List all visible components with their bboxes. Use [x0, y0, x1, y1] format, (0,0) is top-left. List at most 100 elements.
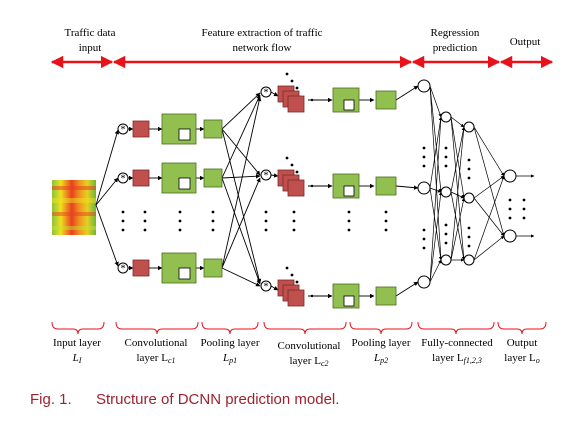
conv2-stack-1: [277, 85, 305, 113]
fc-node-1-1: [440, 186, 452, 198]
regression-label-1: Regression: [431, 27, 480, 39]
link-op2b-conv2: [270, 173, 279, 178]
ellipsis-dot-13-1: [467, 235, 471, 239]
ellipsis-dot-0-0: [121, 210, 125, 214]
ellipsis-dot-10-1: [444, 155, 448, 159]
conv2-layer-name: Convolutional: [278, 340, 341, 352]
conv-op2-1: *: [260, 86, 272, 99]
ellipsis-dot-11-1: [444, 232, 448, 236]
ellipsis-dot-13-0: [467, 226, 471, 230]
connections: [95, 85, 419, 299]
pool1-layer-sym: Lp1: [222, 352, 237, 365]
ellipsis-dot-9-0: [422, 228, 426, 232]
ellipsis-dot-6-2: [347, 228, 351, 232]
ellipsis-dot-15-2: [522, 216, 526, 220]
fc-edge: [450, 116, 465, 128]
brace-7: [497, 321, 547, 335]
ellipsis-dot-14-0: [508, 198, 512, 202]
trail-dot-2: [310, 294, 314, 298]
fc-edge: [429, 116, 443, 189]
fc-node-1-2: [440, 254, 452, 266]
conv2-layer-sym: layer Lc2: [289, 355, 328, 368]
pool1-window-2: [178, 177, 191, 190]
heatmap-band-1: [52, 186, 96, 190]
traffic-input-label-1: Traffic data: [64, 27, 115, 39]
fc-node-2-2: [463, 254, 475, 266]
fc-node-3-1: [503, 229, 517, 243]
figure-caption: Fig. 1. Structure of DCNN prediction mod…: [30, 391, 339, 408]
stack-dot-2: [295, 86, 299, 90]
stack-dot-8: [295, 280, 299, 284]
svg-text:*: *: [264, 171, 269, 182]
ellipsis-dot-4-0: [264, 210, 268, 214]
pool1-small-1: [203, 119, 223, 139]
link-pool2-fc-3: [395, 281, 419, 297]
conv1-layer-sym: layer Lc1: [136, 352, 175, 365]
svg-text:*: *: [264, 88, 269, 99]
output-header-label: Output: [510, 36, 541, 48]
brace-5: [349, 321, 413, 335]
conv-op-1: *: [117, 123, 129, 136]
fc-edge: [429, 187, 443, 261]
pool2-small-1: [375, 90, 397, 110]
conv2-maps: [277, 85, 305, 307]
ellipsis-dot-12-0: [467, 158, 471, 162]
link-pool2-fc-2: [395, 185, 419, 190]
link-input-op1: [95, 129, 120, 206]
brace-6: [417, 321, 495, 335]
fc-edge: [473, 126, 505, 237]
ellipsis-dot-7-2: [384, 228, 388, 232]
pool2-window-3: [343, 295, 355, 307]
conv-operators-1: * * *: [117, 123, 129, 275]
input-heatmap: [52, 180, 96, 235]
ellipsis-dot-4-2: [264, 228, 268, 232]
fc-edge: [429, 85, 442, 118]
fc-edge: [473, 175, 505, 261]
ellipsis-dot-7-1: [384, 219, 388, 223]
fc-node-3-0: [503, 169, 517, 183]
fc-node-2-0: [463, 121, 475, 133]
input-layer-name: Input layer: [53, 337, 101, 349]
conv2-stack-3: [277, 279, 305, 307]
ellipsis-dot-3-2: [211, 228, 215, 232]
stack-dot-3: [285, 156, 289, 160]
regression-label-2: prediction: [433, 42, 478, 54]
conv1-map-3: [132, 259, 150, 277]
ellipsis-dots: [121, 72, 526, 298]
pool1-maps: [161, 113, 223, 284]
heatmap-band-2: [52, 198, 96, 203]
fc-node-0-1: [417, 181, 431, 195]
ellipsis-dot-9-2: [422, 246, 426, 250]
link-op2c-conv2: [270, 285, 279, 291]
ellipsis-dot-15-1: [522, 207, 526, 211]
output-layer-name: Output: [507, 337, 538, 349]
ellipsis-dot-8-2: [422, 164, 426, 168]
ellipsis-dot-9-1: [422, 237, 426, 241]
conv2-stack-2: [277, 169, 305, 197]
ellipsis-dot-15-0: [522, 198, 526, 202]
ellipsis-dot-7-0: [384, 210, 388, 214]
ellipsis-dot-0-2: [121, 228, 125, 232]
caption-text: Structure of DCNN prediction model.: [96, 391, 339, 408]
ellipsis-dot-10-2: [444, 164, 448, 168]
ellipsis-dot-13-2: [467, 244, 471, 248]
mesh-pool1-op2: [221, 92, 262, 287]
layer-braces: [51, 321, 547, 335]
fc-edge: [429, 85, 443, 193]
layer-labels: Input layer LI Convolutional layer Lc1 P…: [53, 337, 540, 368]
pool2-maps: [332, 87, 397, 309]
ellipsis-dot-1-2: [143, 228, 147, 232]
brace-1: [51, 321, 105, 335]
pool2-window-2: [343, 185, 355, 197]
fc-layer-sym: layer Lf1,2,3: [432, 352, 482, 365]
trail-dot-0: [310, 98, 314, 102]
fc-edge: [473, 235, 505, 261]
conv1-map-1: [132, 120, 150, 138]
fc-edge: [450, 126, 466, 261]
fc-nodes: [417, 79, 517, 289]
conv1-map-2: [132, 169, 150, 187]
fc-node-2-1: [463, 192, 475, 204]
fc-edge: [450, 191, 466, 261]
svg-text:*: *: [121, 174, 126, 185]
